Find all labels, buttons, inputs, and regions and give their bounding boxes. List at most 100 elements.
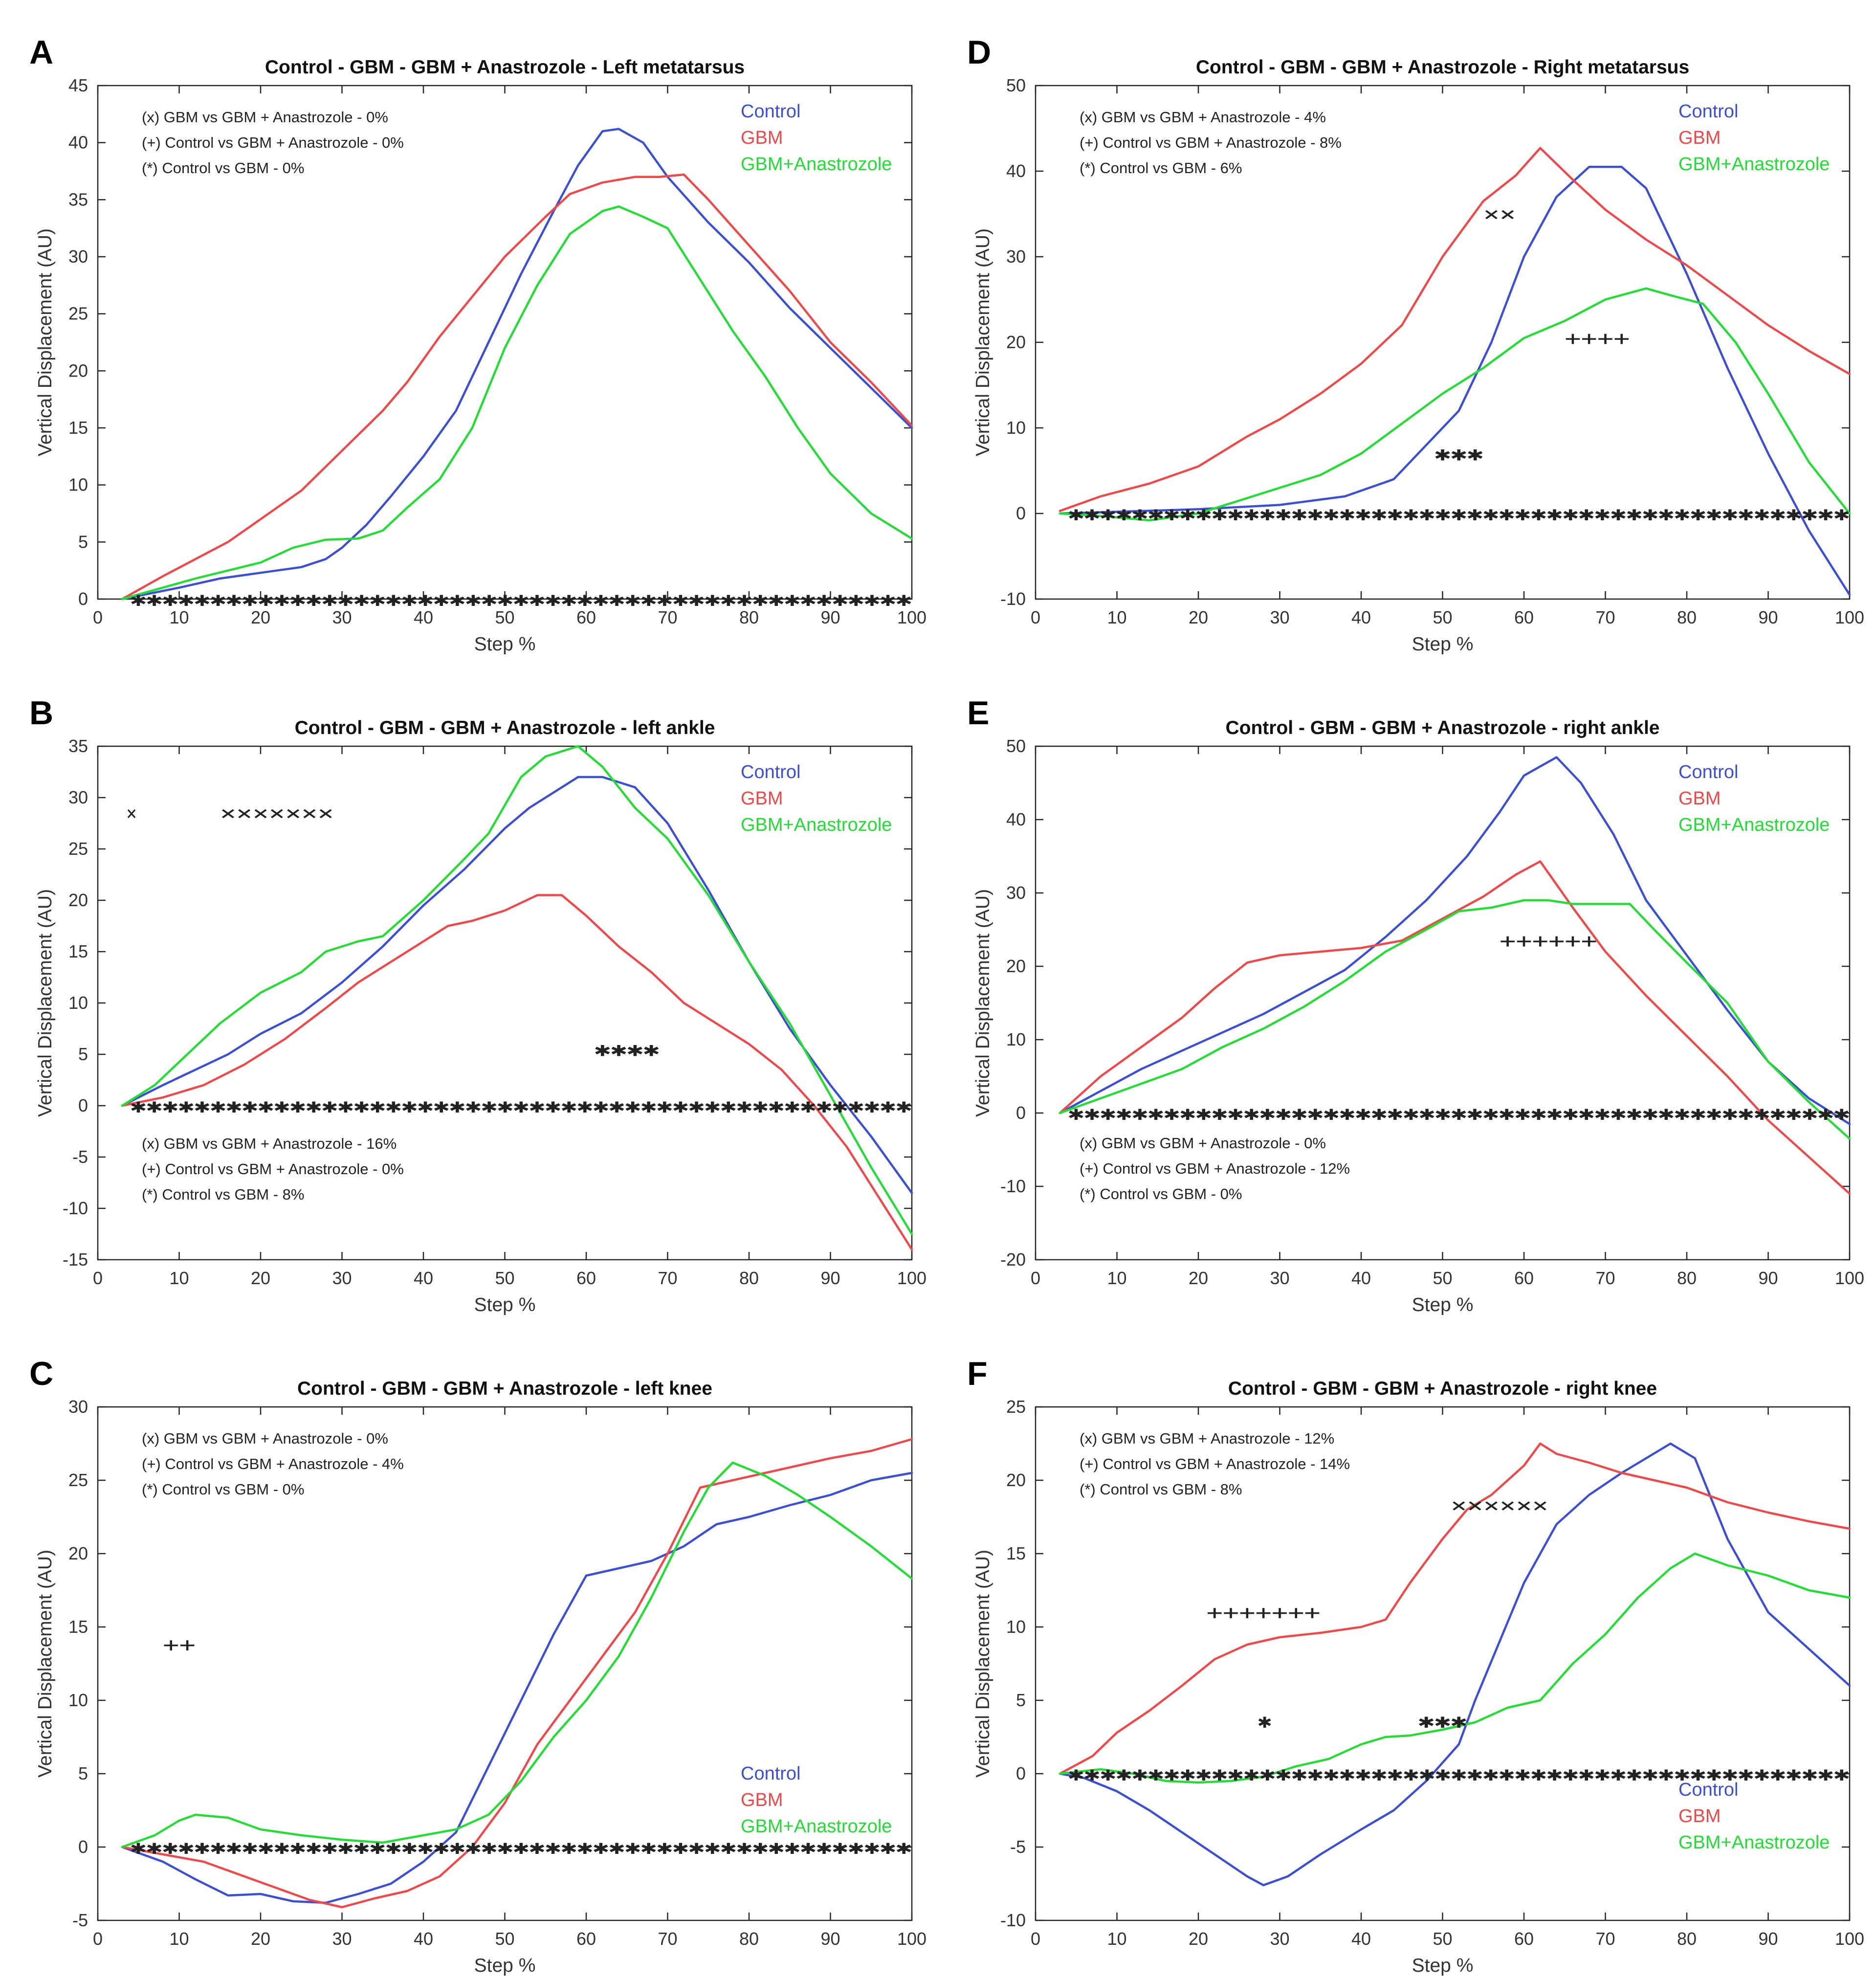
chart-title: Control - GBM - GBM + Anastrozole - left… bbox=[295, 717, 715, 738]
series-line-control bbox=[1059, 1442, 1851, 1887]
x-tick-label: 10 bbox=[1107, 1268, 1126, 1288]
y-tick-label: -5 bbox=[72, 1147, 88, 1167]
x-tick-label: 30 bbox=[1270, 607, 1289, 627]
plot-area bbox=[1035, 85, 1851, 600]
y-tick-label: 0 bbox=[1016, 1103, 1026, 1123]
y-tick-label: 0 bbox=[78, 1837, 88, 1857]
x-tick-label: 10 bbox=[1107, 607, 1126, 627]
series-line-gbm-anastrozole bbox=[1059, 287, 1851, 522]
stats-line: (+) Control vs GBM + Anastrozole - 0% bbox=[142, 1160, 404, 1178]
y-tick-label: 0 bbox=[1016, 503, 1026, 523]
x-tick-label: 70 bbox=[1595, 607, 1615, 627]
x-tick-label: 20 bbox=[251, 1929, 270, 1949]
y-tick-label: 30 bbox=[1006, 883, 1026, 903]
significance-markers: ✱✱✱ bbox=[1418, 1710, 1467, 1733]
chart-svg: D Control - GBM - GBM + Anastrozole - Rig… bbox=[967, 34, 1864, 655]
y-tick-label: 5 bbox=[78, 1044, 88, 1064]
plot-area bbox=[1035, 1406, 1851, 1921]
stats-line: (*) Control vs GBM - 0% bbox=[142, 159, 304, 177]
y-axis-label: Vertical Displacement (AU) bbox=[972, 1550, 993, 1778]
x-tick-label: 60 bbox=[1514, 1268, 1534, 1288]
chart-panel-b: B Control - GBM - GBM + Anastrozole - lef… bbox=[0, 661, 938, 1321]
x-tick-label: 100 bbox=[1835, 607, 1864, 627]
series-line-gbm-anastrozole bbox=[121, 745, 913, 1235]
stats-line: (*) Control vs GBM - 0% bbox=[142, 1481, 304, 1498]
chart-panel-c: C Control - GBM - GBM + Anastrozole - lef… bbox=[0, 1321, 938, 1982]
x-tick-label: 80 bbox=[1677, 1929, 1697, 1949]
stats-line: (*) Control vs GBM - 8% bbox=[1080, 1481, 1242, 1498]
y-tick-label: 15 bbox=[68, 1617, 88, 1637]
y-tick-label: 25 bbox=[1006, 1397, 1026, 1417]
y-tick-label: 30 bbox=[1006, 246, 1026, 267]
panel-letter: B bbox=[29, 694, 53, 732]
y-tick-label: -10 bbox=[1000, 1176, 1026, 1196]
legend-entry-gbm: GBM bbox=[741, 1790, 783, 1810]
y-tick-label: -15 bbox=[63, 1249, 88, 1269]
y-axis-label: Vertical Displacement (AU) bbox=[35, 889, 56, 1117]
y-axis-label: Vertical Displacement (AU) bbox=[35, 1550, 56, 1778]
series-line-control bbox=[1059, 166, 1851, 596]
stats-line: (+) Control vs GBM + Anastrozole - 4% bbox=[142, 1455, 404, 1472]
x-tick-label: 90 bbox=[1758, 607, 1778, 627]
stats-line: (*) Control vs GBM - 6% bbox=[1080, 159, 1242, 177]
y-tick-label: 20 bbox=[1006, 332, 1026, 352]
significance-markers: ✱✱✱✱✱✱✱✱✱✱✱✱✱✱✱✱✱✱✱✱✱✱✱✱✱✱✱✱✱✱✱✱✱✱✱✱✱✱✱✱… bbox=[131, 1095, 912, 1117]
y-tick-label: 40 bbox=[68, 133, 88, 153]
y-tick-label: 50 bbox=[1006, 736, 1026, 756]
x-tick-label: 20 bbox=[1189, 1929, 1208, 1949]
stats-line: (x) GBM vs GBM + Anastrozole - 0% bbox=[1080, 1135, 1326, 1152]
significance-markers: ×× bbox=[1483, 203, 1516, 226]
significance-markers: ×××××× bbox=[1451, 1494, 1548, 1517]
y-tick-label: -10 bbox=[1000, 1910, 1026, 1930]
series-line-gbm-anastrozole bbox=[121, 205, 913, 601]
significance-markers: ✱✱✱✱✱✱✱✱✱✱✱✱✱✱✱✱✱✱✱✱✱✱✱✱✱✱✱✱✱✱✱✱✱✱✱✱✱✱✱✱… bbox=[1068, 503, 1850, 525]
x-tick-label: 100 bbox=[897, 607, 927, 627]
series-line-gbm bbox=[121, 894, 913, 1251]
legend-entry-gbm: GBM bbox=[1678, 1806, 1721, 1826]
legend-entry-gbm-anastrozole: GBM+Anastrozole bbox=[1678, 815, 1830, 835]
y-tick-label: 5 bbox=[78, 1763, 88, 1783]
y-tick-label: 5 bbox=[78, 532, 88, 552]
stats-line: (x) GBM vs GBM + Anastrozole - 4% bbox=[1080, 109, 1326, 126]
x-axis-label: Step % bbox=[474, 1294, 536, 1315]
series-line-gbm bbox=[1059, 860, 1851, 1195]
x-tick-label: 10 bbox=[169, 1929, 189, 1949]
legend-entry-control: Control bbox=[1678, 101, 1739, 122]
x-tick-label: 50 bbox=[495, 1268, 514, 1288]
y-tick-label: 5 bbox=[1016, 1690, 1026, 1710]
significance-markers: ✱✱✱✱✱✱✱✱✱✱✱✱✱✱✱✱✱✱✱✱✱✱✱✱✱✱✱✱✱✱✱✱✱✱✱✱✱✱✱✱… bbox=[1068, 1102, 1850, 1125]
chart-panel-a: A Control - GBM - GBM + Anastrozole - Lef… bbox=[0, 0, 938, 661]
stats-line: (x) GBM vs GBM + Anastrozole - 0% bbox=[142, 109, 388, 126]
legend-entry-control: Control bbox=[741, 762, 801, 782]
chart-title: Control - GBM - GBM + Anastrozole - left… bbox=[297, 1378, 712, 1399]
x-tick-label: 30 bbox=[1270, 1268, 1289, 1288]
x-axis-label: Step % bbox=[474, 634, 536, 655]
y-axis-label: Vertical Displacement (AU) bbox=[972, 889, 993, 1117]
x-tick-label: 20 bbox=[1189, 607, 1208, 627]
x-tick-label: 40 bbox=[1351, 1268, 1371, 1288]
chart-title: Control - GBM - GBM + Anastrozole - righ… bbox=[1228, 1378, 1657, 1399]
y-tick-label: 20 bbox=[68, 360, 88, 380]
chart-title: Control - GBM - GBM + Anastrozole - Left… bbox=[265, 57, 745, 78]
x-tick-label: 70 bbox=[1595, 1268, 1615, 1288]
x-tick-label: 60 bbox=[576, 1929, 596, 1949]
x-tick-label: 40 bbox=[414, 1268, 433, 1288]
stats-line: (x) GBM vs GBM + Anastrozole - 16% bbox=[142, 1135, 397, 1152]
y-tick-label: 45 bbox=[68, 75, 88, 95]
y-tick-label: 20 bbox=[1006, 956, 1026, 976]
x-tick-label: 10 bbox=[1107, 1929, 1126, 1949]
x-tick-label: 80 bbox=[739, 607, 759, 627]
y-tick-label: -5 bbox=[72, 1910, 88, 1930]
plot-area bbox=[97, 1406, 913, 1921]
x-tick-label: 100 bbox=[1835, 1268, 1864, 1288]
stats-line: (+) Control vs GBM + Anastrozole - 14% bbox=[1080, 1455, 1350, 1472]
legend-entry-gbm: GBM bbox=[741, 128, 783, 148]
x-tick-label: 70 bbox=[658, 607, 677, 627]
chart-svg: F Control - GBM - GBM + Anastrozole - rig… bbox=[967, 1355, 1864, 1976]
stats-line: (*) Control vs GBM - 0% bbox=[1080, 1185, 1242, 1203]
chart-title: Control - GBM - GBM + Anastrozole - righ… bbox=[1226, 717, 1660, 738]
y-tick-label: 35 bbox=[68, 189, 88, 209]
x-tick-label: 70 bbox=[1595, 1929, 1615, 1949]
stats-line: (x) GBM vs GBM + Anastrozole - 12% bbox=[1080, 1430, 1334, 1447]
x-tick-label: 60 bbox=[1514, 1929, 1534, 1949]
